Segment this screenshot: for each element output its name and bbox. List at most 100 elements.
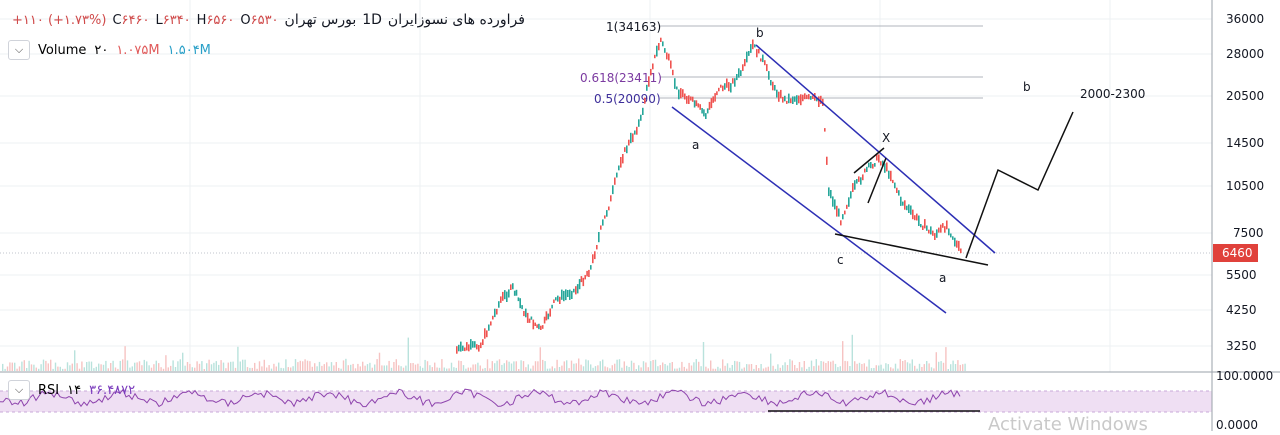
volume-bar: [234, 367, 237, 371]
volume-bar: [683, 366, 685, 371]
volume-bar: [849, 366, 851, 371]
volume-bar: [107, 368, 109, 371]
rsi-legend[interactable]: ⌵ RSI ۱۴ ۳۶.۴۸۷۲: [8, 380, 135, 400]
candle: [768, 71, 770, 80]
volume-label: Volume: [38, 42, 87, 58]
candle: [934, 233, 936, 240]
candle: [488, 324, 490, 331]
rsi-period: ۱۴: [67, 382, 82, 398]
volume-bar: [664, 364, 666, 371]
volume-bar: [508, 361, 510, 371]
chevron-down-icon[interactable]: ⌵: [8, 40, 30, 60]
candle: [480, 342, 482, 349]
candle: [852, 183, 854, 192]
candle: [630, 132, 632, 144]
candle: [484, 328, 486, 339]
candle: [860, 177, 862, 185]
fib-retracement[interactable]: 1(34163) 0.618(23411) 0.5(20090): [580, 20, 983, 106]
candle: [800, 94, 802, 106]
candle: [553, 299, 555, 303]
volume-bar: [23, 360, 25, 371]
symbol-name[interactable]: فراورده های نسوزایران: [387, 12, 525, 28]
symbol-header[interactable]: +۱۱۰ (+۱.۷۳%) C۶۴۶۰ L۶۳۴۰ H۶۵۶۰ O۶۵۳۰ بو…: [12, 12, 525, 28]
candle: [512, 283, 514, 290]
tick-label: 4250: [1226, 303, 1257, 317]
candle: [478, 345, 480, 352]
interval-label[interactable]: 1D: [362, 12, 382, 28]
volume-bar: [484, 368, 486, 371]
candle: [834, 199, 836, 210]
volume-legend[interactable]: ⌵ Volume ۲۰ ۱.۰۷۵M ۱.۵۰۴M: [8, 40, 211, 60]
close-label: C: [112, 12, 122, 28]
volume-bar: [702, 342, 705, 371]
volume-bar: [914, 365, 916, 371]
volume-bar: [918, 363, 921, 371]
volume-bar: [395, 359, 397, 371]
candle: [720, 84, 722, 88]
volume-bar: [268, 365, 270, 371]
volume-bar: [189, 363, 191, 371]
candle: [506, 291, 508, 302]
volume-bar: [520, 360, 522, 371]
volume-bar: [825, 363, 827, 371]
volume-bar: [446, 368, 448, 371]
tick-label: 3250: [1226, 339, 1257, 353]
volume-bar: [412, 363, 414, 371]
chevron-down-icon[interactable]: ⌵: [8, 380, 30, 400]
volume-bar: [40, 364, 42, 371]
volume-bar: [537, 361, 539, 371]
volume-bar: [417, 363, 419, 371]
candle: [750, 44, 752, 53]
candle: [898, 190, 900, 196]
volume-bar: [124, 346, 126, 371]
volume-bar: [242, 359, 244, 371]
wave-drawings[interactable]: [834, 111, 1074, 266]
volume-bar: [237, 346, 239, 371]
descending-channel[interactable]: [671, 44, 996, 314]
fib-level-1: 1(34163): [606, 20, 661, 34]
volume-bar: [323, 364, 325, 371]
tick-label: 14500: [1226, 136, 1264, 150]
candle: [844, 210, 846, 215]
volume-bar: [52, 368, 54, 371]
candle: [624, 147, 626, 152]
volume-bar: [299, 360, 301, 371]
candle: [567, 290, 569, 297]
volume-bar: [580, 364, 582, 371]
volume-bar: [458, 360, 460, 371]
volume-bar: [342, 360, 345, 371]
price-axis[interactable]: 36000 28000 20500 14500 10500 7500 5500 …: [1213, 12, 1273, 431]
candle: [672, 69, 674, 76]
volume-bar: [153, 364, 155, 371]
candle: [732, 78, 734, 84]
volume-bar: [806, 368, 808, 371]
volume-bar: [4, 368, 6, 371]
candle: [914, 215, 916, 221]
candle: [804, 93, 806, 100]
volume-bar: [731, 365, 733, 371]
volume-bar: [88, 361, 90, 371]
volume-bar: [652, 360, 654, 371]
volume-bar: [803, 361, 805, 371]
candle: [632, 133, 634, 143]
volume-bar: [897, 368, 899, 371]
high-value: ۶۵۶۰: [206, 12, 235, 28]
rsi-value: ۳۶.۴۸۷۲: [89, 382, 136, 398]
volume-bar: [122, 359, 124, 371]
volume-bar: [230, 361, 232, 371]
candle: [634, 130, 636, 135]
volume-bar: [736, 361, 738, 371]
candle: [744, 59, 746, 67]
candle: [580, 276, 583, 283]
candle: [521, 305, 523, 310]
volume-bar: [513, 361, 515, 371]
candle: [806, 94, 808, 100]
volume-bar: [448, 368, 450, 371]
volume-bar: [472, 364, 474, 371]
candle: [712, 96, 714, 103]
volume-bar: [69, 365, 71, 371]
candle: [575, 286, 577, 295]
volume-bar: [206, 363, 208, 371]
volume-bar: [191, 367, 193, 371]
